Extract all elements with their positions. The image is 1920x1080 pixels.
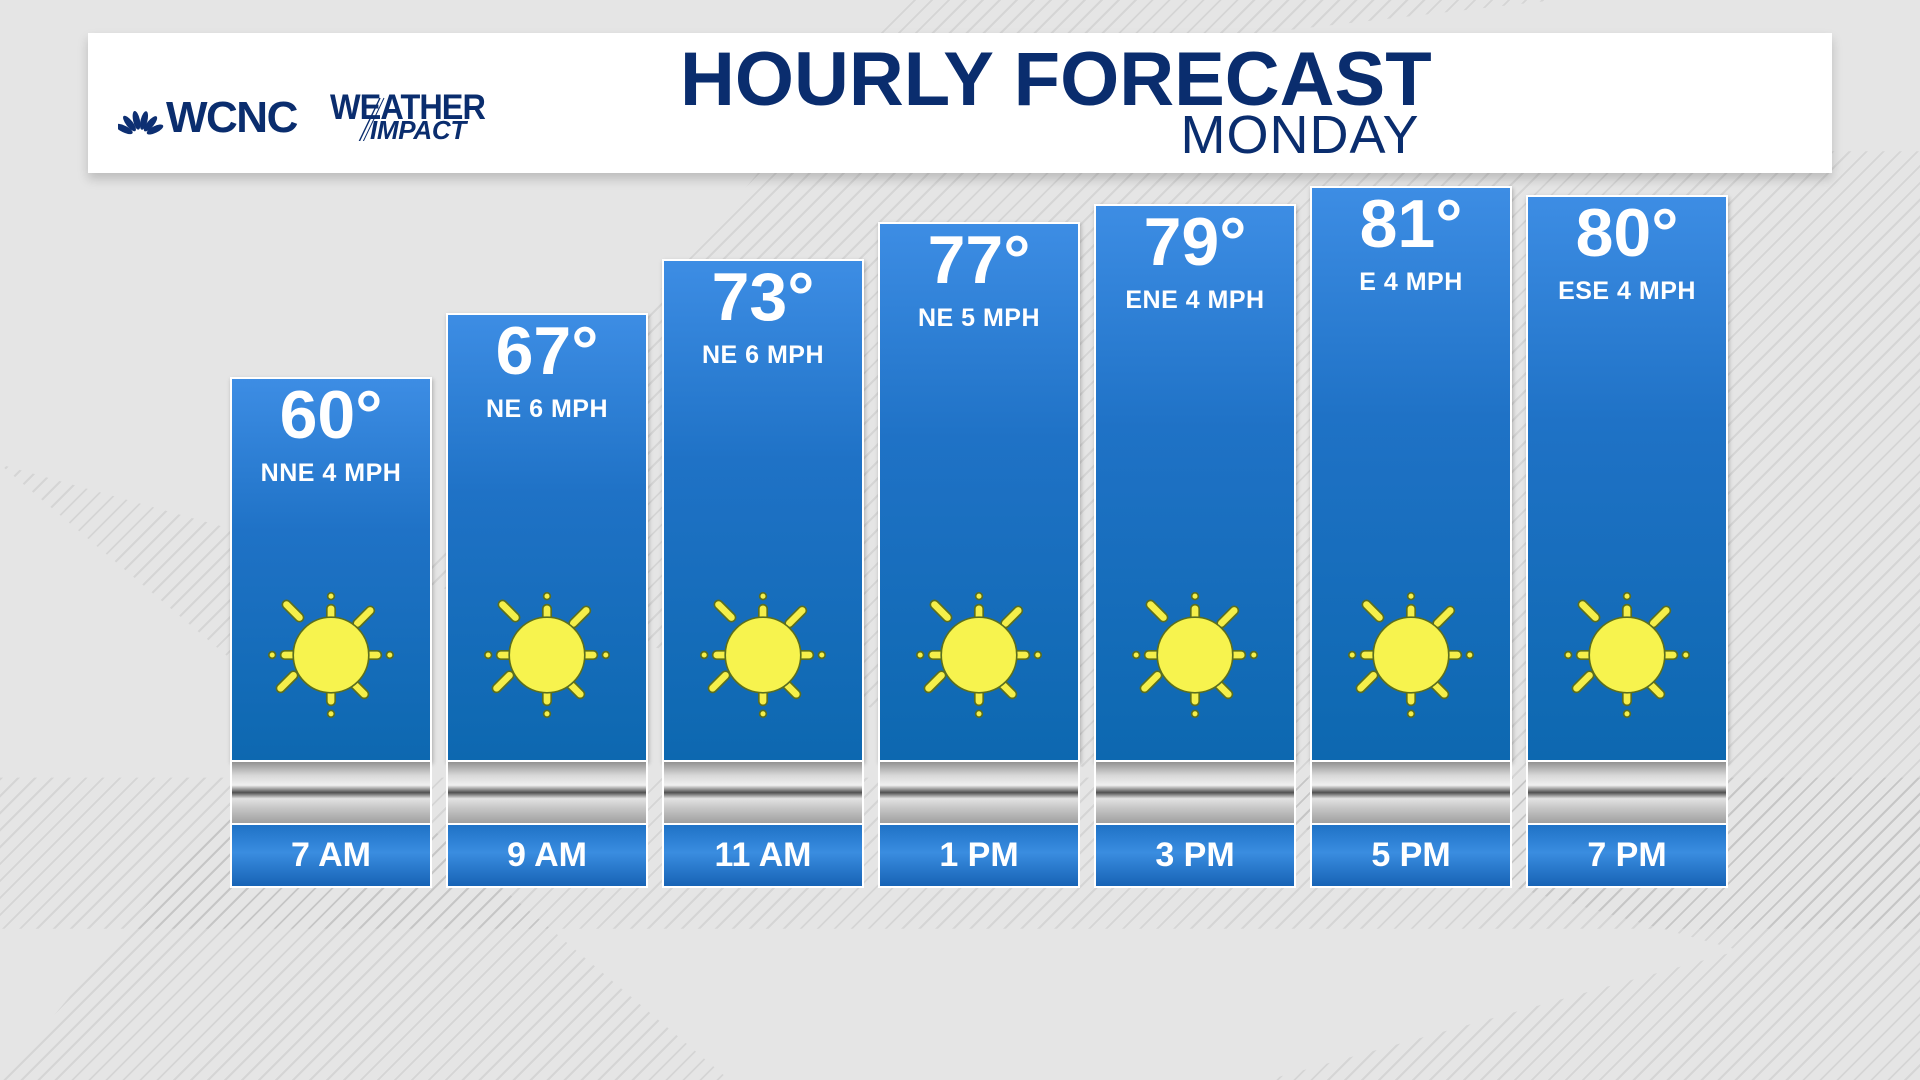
svg-text:IMPACT: IMPACT xyxy=(370,115,468,141)
svg-text:WCNC: WCNC xyxy=(166,93,298,141)
